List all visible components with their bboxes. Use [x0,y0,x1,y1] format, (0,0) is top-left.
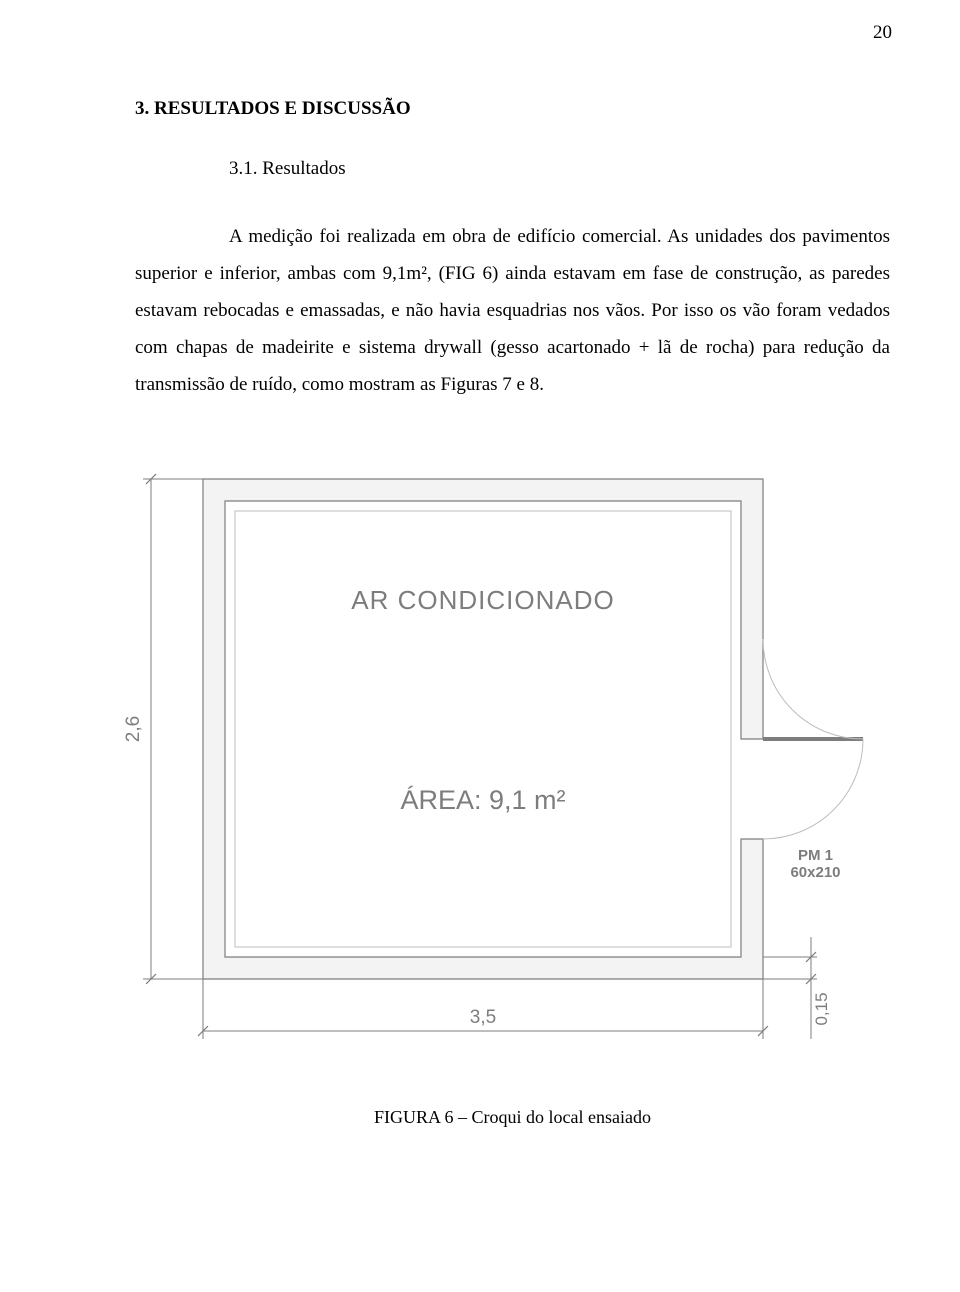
figure-6-caption: FIGURA 6 – Croqui do local ensaiado [374,1107,651,1128]
svg-text:ÁREA: 9,1 m²: ÁREA: 9,1 m² [400,785,565,815]
svg-text:60x210: 60x210 [790,864,840,881]
svg-text:PM 1: PM 1 [797,847,832,864]
figure-6: PM 160x210AR CONDICIONADOÁREA: 9,1 m²2,6… [135,471,890,1128]
svg-text:AR CONDICIONADO: AR CONDICIONADO [351,585,614,615]
svg-text:3,5: 3,5 [469,1007,495,1028]
svg-text:0,15: 0,15 [812,993,831,1026]
body-paragraph: A medição foi realizada em obra de edifí… [135,218,890,403]
section-heading: 3. RESULTADOS E DISCUSSÃO [135,98,890,120]
figure-6-svg: PM 160x210 AR CONDICIONADO ÁREA: 9,1 m² 2,6… [123,471,903,1101]
page-number: 20 [873,22,892,44]
svg-text:2,6: 2,6 [123,716,144,742]
subsection-heading: 3.1. Resultados [229,158,890,180]
